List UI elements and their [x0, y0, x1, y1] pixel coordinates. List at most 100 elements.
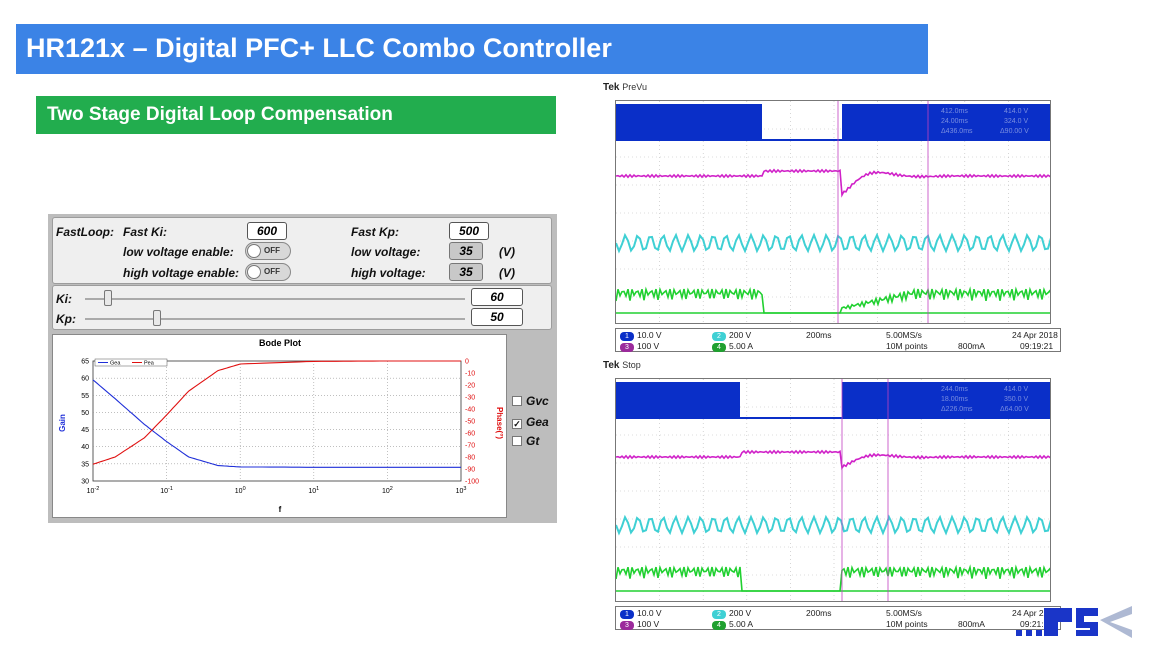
scope1-cursor-v1: 414.0 V [1004, 108, 1028, 115]
oscilloscope-capture-1: Tek PreVu 412.0ms 24.00ms Δ436.0ms 414.0 V 3… [599, 80, 1061, 357]
toggle-off-label: OFF [264, 246, 280, 255]
scope2-cursor-t2: 18.00ms [941, 396, 968, 403]
bode-legend-label-pea: Pea [144, 361, 155, 367]
scope2-cursor-v1: 414.0 V [1004, 386, 1028, 393]
bode-series-gea [92, 379, 461, 468]
fast-ki-field[interactable]: 600 [247, 222, 287, 240]
kp-slider-thumb[interactable] [153, 310, 162, 326]
bode-y2-tick-label: 0 [465, 359, 469, 366]
checkbox-gea[interactable]: ✓ Gea [512, 415, 549, 429]
scope1-ch4-trace [616, 286, 1050, 314]
scope2-ch3: 100 V [637, 619, 660, 629]
high-voltage-field[interactable]: 35 [449, 263, 483, 281]
high-voltage-enable-toggle[interactable]: OFF [245, 263, 291, 281]
scope2-screen: 244.0ms 18.00ms Δ226.0ms 414.0 V 350.0 V Δ64.… [615, 378, 1051, 602]
high-voltage-label: high voltage: [351, 266, 426, 280]
checkbox-gvc-box[interactable] [512, 396, 522, 406]
checkbox-gvc[interactable]: Gvc [512, 394, 549, 408]
kp-slider-track[interactable] [85, 318, 465, 320]
ki-slider-track[interactable] [85, 298, 465, 300]
bode-plot-frame [92, 360, 462, 482]
scope1-cursor-t1: 412.0ms [941, 108, 968, 115]
scope1-ch3-trace [616, 168, 1050, 198]
bode-y2-tick-label: -70 [465, 443, 475, 450]
checkbox-gt-box[interactable] [512, 436, 522, 446]
checkbox-gea-box[interactable]: ✓ [512, 419, 522, 429]
scope1-ch3: 100 V [637, 341, 660, 351]
checkbox-gea-label: Gea [526, 415, 549, 429]
fast-kp-field[interactable]: 500 [449, 222, 489, 240]
bode-y2label: Phase(°) [495, 407, 504, 439]
bode-y-tick-label: 60 [81, 376, 89, 383]
low-voltage-label: low voltage: [351, 245, 421, 259]
scope2-ch4-trace [616, 564, 1050, 592]
bode-y-tick-label: 45 [81, 427, 89, 434]
bode-x-tick-label: 103 [456, 486, 467, 495]
kp-field[interactable]: 50 [471, 308, 523, 326]
bode-y2-tick-label: -30 [465, 395, 475, 402]
scope2-sample-rate: 5.00MS/s [886, 608, 922, 618]
scope2-ch2: 200 V [729, 608, 752, 618]
bode-y2-tick-label: -100 [465, 479, 479, 486]
ki-field[interactable]: 60 [471, 288, 523, 306]
slide-subtitle-bar: Two Stage Digital Loop Compensation [36, 96, 556, 134]
scope2-waveforms: 244.0ms 18.00ms Δ226.0ms 414.0 V 350.0 V Δ64.… [616, 379, 1050, 601]
scope2-time: 09:21:58 [1020, 619, 1054, 629]
bode-x-tick-label: 10-2 [87, 486, 100, 495]
scope1-screen: 412.0ms 24.00ms Δ436.0ms 414.0 V 324.0 V Δ90.… [615, 100, 1051, 324]
bode-xlabel: f [279, 505, 282, 514]
checkbox-gt-label: Gt [526, 434, 540, 448]
bode-x-tick-label: 102 [382, 486, 393, 495]
scope1-sample-rate: 5.00MS/s [886, 330, 922, 340]
low-voltage-enable-label: low voltage enable: [123, 245, 234, 259]
scope1-trigger: 800mA [958, 341, 985, 351]
bode-y-tick-label: 35 [81, 461, 89, 468]
gain-panel: Ki: 60 Kp: 50 [52, 285, 552, 330]
scope1-status-bar: 1 10.0 V 3 100 V 2 200 V 4 5.00 A 200ms 5.00… [615, 328, 1061, 352]
ki-slider-thumb[interactable] [103, 290, 112, 306]
scope1-mode: PreVu [622, 82, 647, 92]
ch3-badge: 3 [620, 621, 634, 630]
fastloop-panel: FastLoop: Fast Ki: 600 Fast Kp: 500 low … [52, 217, 552, 284]
scope2-cursor-dv: Δ64.00 V [1000, 406, 1029, 413]
scope1-cursor-dv: Δ90.00 V [1000, 128, 1029, 135]
scope2-time-div: 200ms [806, 608, 832, 618]
toggle-off-label: OFF [264, 267, 280, 276]
bode-plot: Bode Plot f Gain Phase(°) 10-2 10-1 100 101… [52, 334, 507, 518]
ch4-badge: 4 [712, 621, 726, 630]
scope2-ch3-trace [616, 449, 1050, 471]
ch1-badge: 1 [620, 610, 634, 619]
high-voltage-unit: (V) [499, 266, 515, 280]
scope2-cursor-dt: Δ226.0ms [941, 406, 973, 413]
low-voltage-field[interactable]: 35 [449, 242, 483, 260]
scope2-brand: Tek [603, 360, 620, 371]
ch1-badge: 1 [620, 332, 634, 341]
fastloop-label: FastLoop: [56, 225, 114, 239]
bode-legend-box [94, 358, 168, 367]
oscilloscope-capture-2: Tek Stop 244.0ms 18.00ms Δ226.0ms 414.0 V 35… [599, 358, 1061, 630]
scope2-status-bar: 1 10.0 V 3 100 V 2 200 V 4 5.00 A 200ms 5.00… [615, 606, 1061, 630]
scope1-time: 09:19:21 [1020, 341, 1054, 351]
bode-series-pea [92, 360, 461, 465]
toggle-knob [247, 244, 261, 258]
scope2-record: 10M points [886, 619, 928, 629]
checkbox-gt[interactable]: Gt [512, 434, 539, 448]
kp-label: Kp: [56, 312, 76, 326]
bode-y2-tick-label: -60 [465, 431, 475, 438]
slide-subtitle: Two Stage Digital Loop Compensation [47, 104, 393, 125]
fast-kp-label: Fast Kp: [351, 225, 399, 239]
ch2-badge: 2 [712, 332, 726, 341]
scope2-trigger: 800mA [958, 619, 985, 629]
bode-y-tick-label: 40 [81, 444, 89, 451]
low-voltage-enable-toggle[interactable]: OFF [245, 242, 291, 260]
scope1-time-div: 200ms [806, 330, 832, 340]
scope1-ch4: 5.00 A [729, 341, 754, 351]
ki-label: Ki: [56, 292, 72, 306]
checkbox-gvc-label: Gvc [526, 394, 549, 408]
scope1-ch2-trace [616, 232, 1050, 254]
bode-x-tick-label: 100 [235, 486, 246, 495]
scope2-header: Tek Stop [603, 360, 641, 371]
scope1-ch2: 200 V [729, 330, 752, 340]
scope1-cursor-t2: 24.00ms [941, 118, 968, 125]
toggle-knob [247, 265, 261, 279]
